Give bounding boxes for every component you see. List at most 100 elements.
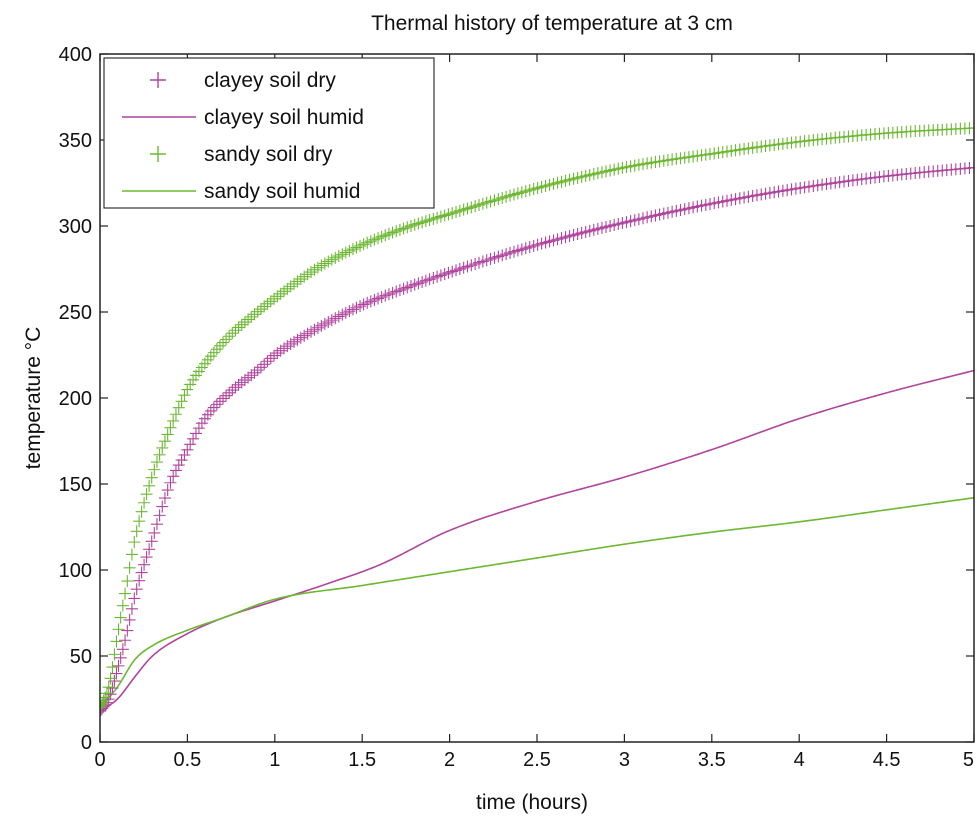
x-tick-label: 1 <box>269 749 280 771</box>
data-point <box>172 401 185 414</box>
data-point <box>161 428 174 441</box>
data-point <box>143 479 156 492</box>
data-point <box>308 263 321 276</box>
x-tick-label: 1.5 <box>348 749 376 771</box>
data-point <box>251 364 264 377</box>
data-point <box>130 583 143 596</box>
y-tick-label: 0 <box>81 732 92 754</box>
data-point <box>138 558 151 571</box>
data-point <box>368 233 381 246</box>
data-point <box>104 672 117 685</box>
y-tick-label: 250 <box>59 302 92 324</box>
data-point <box>305 266 318 279</box>
data-point <box>106 661 119 674</box>
data-point <box>254 303 267 316</box>
legend-item: sandy soil dry <box>150 143 333 166</box>
data-point <box>274 287 287 300</box>
data-point <box>968 161 974 174</box>
data-point <box>226 384 239 397</box>
data-point <box>121 575 134 588</box>
data-point <box>207 401 220 414</box>
data-point <box>346 243 359 256</box>
data-point <box>308 323 321 336</box>
data-point <box>178 389 191 402</box>
data-point <box>116 643 129 656</box>
data-point <box>100 687 113 700</box>
x-axis-label: time (hours) <box>476 791 588 814</box>
data-point <box>189 427 202 440</box>
y-tick-label: 300 <box>59 216 92 238</box>
legend-label: sandy soil humid <box>204 180 360 203</box>
data-point <box>379 229 392 242</box>
data-point <box>242 371 255 384</box>
data-point <box>235 376 248 389</box>
data-point <box>281 282 294 295</box>
data-point <box>261 297 274 310</box>
data-point <box>175 454 188 467</box>
data-point <box>232 378 245 391</box>
data-point <box>187 432 200 445</box>
data-point <box>145 535 158 548</box>
data-point <box>364 235 377 248</box>
data-point <box>135 505 148 518</box>
data-point <box>217 336 230 349</box>
data-point <box>125 602 138 615</box>
data-point <box>336 308 349 321</box>
data-point <box>288 277 301 290</box>
data-point <box>133 515 146 528</box>
data-point <box>110 635 123 648</box>
data-point <box>128 592 141 605</box>
data-point <box>192 422 205 435</box>
data-point <box>100 699 107 712</box>
legend-label: clayey soil dry <box>204 69 336 92</box>
y-tick-label: 100 <box>59 560 92 582</box>
data-point <box>242 313 255 326</box>
series-line <box>100 496 974 709</box>
data-point <box>121 624 134 637</box>
data-point <box>288 335 301 348</box>
data-point <box>968 121 974 134</box>
data-point <box>294 273 307 286</box>
data-point <box>291 333 304 346</box>
data-point <box>229 324 242 337</box>
data-point <box>245 369 258 382</box>
data-point <box>229 381 242 394</box>
data-point <box>204 404 217 417</box>
data-point <box>133 574 146 587</box>
data-point <box>125 548 138 561</box>
legend-item: sandy soil humid <box>122 180 360 203</box>
data-point <box>100 701 106 714</box>
data-point <box>112 623 125 636</box>
data-point <box>354 300 367 313</box>
data-point <box>184 438 197 451</box>
data-point <box>181 443 194 456</box>
data-point <box>248 366 261 379</box>
data-point <box>138 496 151 509</box>
data-point <box>354 239 367 252</box>
legend-item: clayey soil dry <box>150 69 336 92</box>
data-point <box>339 246 352 259</box>
data-point <box>140 488 153 501</box>
data-point <box>226 327 239 340</box>
data-point <box>261 355 274 368</box>
data-point <box>375 291 388 304</box>
series-layer <box>100 121 974 718</box>
data-point <box>148 463 161 476</box>
data-point <box>102 681 115 694</box>
data-point <box>248 308 261 321</box>
data-point <box>145 471 158 484</box>
legend-label: sandy soil dry <box>204 143 333 166</box>
data-point <box>123 613 136 626</box>
data-point <box>336 248 349 261</box>
data-point <box>284 337 297 350</box>
data-point <box>375 230 388 243</box>
data-point <box>140 551 153 564</box>
data-point <box>119 634 132 647</box>
data-point <box>281 340 294 353</box>
data-point <box>181 383 194 396</box>
data-point <box>123 561 136 574</box>
data-point <box>150 518 163 531</box>
data-point <box>277 342 290 355</box>
data-point <box>361 236 374 249</box>
data-point <box>301 268 314 281</box>
